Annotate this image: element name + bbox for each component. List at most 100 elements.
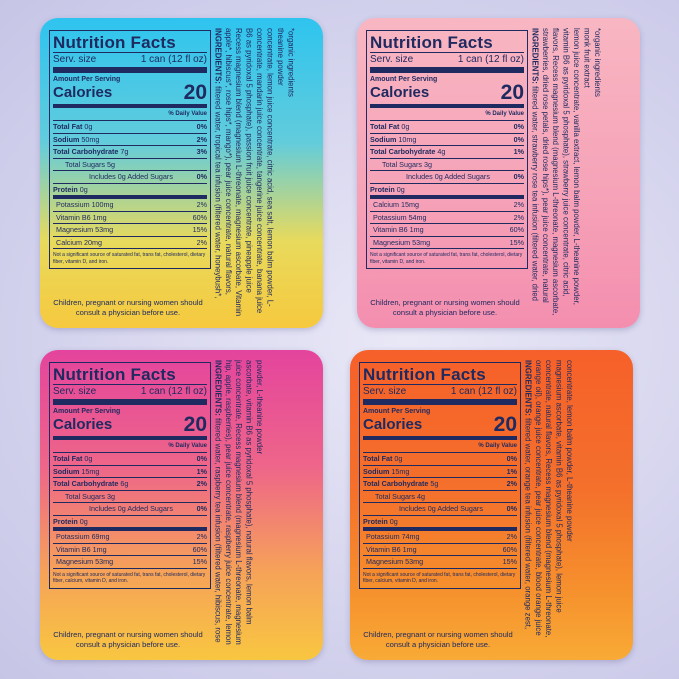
nutrient-amount: 69mg: [91, 532, 110, 541]
nutrient-name: Protein: [363, 516, 388, 526]
nutrient-amount: 53mg: [405, 557, 424, 566]
nutrition-title: Nutrition Facts: [53, 33, 176, 52]
serving-label: Serv. size: [53, 54, 97, 65]
nutrient-name: Magnesium: [56, 557, 94, 566]
ingredients: INGREDIENTS: filtered water, strawberry …: [529, 28, 633, 320]
serving-size: 1 can (12 fl oz): [457, 54, 524, 65]
nutrient-row: Magnesium 53mg 15%: [53, 556, 207, 569]
nutrient-name: Sodium: [53, 134, 80, 144]
ingredients-list: filtered water, orange tea infusion (fil…: [523, 360, 575, 638]
daily-value: 2%: [196, 237, 207, 247]
serving-row: Serv. size 1 can (12 fl oz): [53, 384, 207, 405]
nutrient-name: Vitamin B6: [366, 544, 401, 554]
nutrient-amount: 4g: [437, 147, 446, 156]
nutrient-name: Calcium: [56, 237, 82, 247]
ingredients: INGREDIENTS: filtered water, tropical te…: [212, 28, 316, 320]
nutrient-row: Total Sugars 3g: [370, 159, 524, 171]
label-card: Nutrition Facts Serv. size 1 can (12 fl oz…: [40, 350, 323, 660]
daily-value: 0%: [506, 504, 517, 513]
amount-per-serving: Amount Per Serving: [53, 76, 121, 83]
nutrient-row: Vitamin B6 1mg 60%: [53, 544, 207, 556]
warning: Children, pregnant or nursing women shou…: [363, 630, 513, 649]
ingredients-text: INGREDIENTS: filtered water, tropical te…: [212, 28, 285, 320]
nutrient-row: Total Fat 0g 0%: [370, 121, 524, 134]
calories-value: 20: [183, 413, 207, 436]
nutrient-row: Total Sugars 3g: [53, 491, 207, 503]
nutrient-amount: 0g: [79, 516, 88, 526]
nutrition-panel: Nutrition Facts Serv. size 1 can (12 fl oz…: [359, 362, 521, 589]
nutrient-name: Magnesium: [366, 557, 404, 566]
daily-value: 0%: [196, 504, 207, 513]
daily-value: 0%: [513, 134, 524, 144]
organic-note: *organic ingredients: [286, 28, 296, 97]
nutrient-amount: 1mg: [409, 225, 424, 234]
serving-size: 1 can (12 fl oz): [450, 386, 517, 397]
nutrient-amount: 7g: [120, 147, 129, 156]
daily-value: 2%: [196, 532, 207, 541]
nutrient-row: Calcium 15mg 2%: [370, 199, 524, 212]
ingredients-list: filtered water, tropical tea infusion (f…: [213, 28, 285, 317]
daily-value-header: % Daily Value: [363, 440, 517, 453]
serving-label: Serv. size: [370, 54, 414, 65]
nutrient-name: Potassium: [56, 200, 90, 209]
nutrient-row: Protein 0g: [370, 184, 524, 199]
nutrient-amount: 0g: [396, 184, 405, 194]
nutrient-row: Total Sugars 4g: [363, 491, 517, 503]
nutrient-row: Includes 0g Added Sugars 0%: [53, 171, 207, 184]
nutrient-amount: 4g: [416, 491, 425, 501]
serving-label: Serv. size: [363, 386, 407, 397]
nutrient-amount: 15mg: [391, 466, 410, 476]
calories-row: Calories 20: [53, 413, 207, 440]
nutrient-name: Total Sugars: [65, 159, 105, 169]
daily-value: 2%: [506, 479, 517, 488]
nutrient-name: Vitamin B6: [373, 225, 408, 234]
daily-value: 2%: [196, 134, 207, 144]
nutrient-amount: 1mg: [92, 212, 107, 222]
ingredients-text: INGREDIENTS: filtered water, raspberry t…: [212, 360, 264, 652]
footnote: Not a significant source of saturated fa…: [363, 571, 516, 585]
nutrient-name: Total Fat: [370, 122, 400, 131]
nutrient-amount: 5g: [106, 159, 115, 169]
nutrient-row: Includes 0g Added Sugars 0%: [370, 171, 524, 184]
nutrient-row: Magnesium 53mg 15%: [370, 237, 524, 249]
nutrient-amount: 1mg: [92, 544, 107, 554]
nutrient-row: Total Fat 0g 0%: [363, 453, 517, 466]
nutrient-amount: 0g: [84, 454, 93, 463]
organic-note: *organic ingredients: [592, 28, 602, 97]
nutrient-name: Protein: [370, 184, 395, 194]
daily-value: 2%: [196, 479, 207, 488]
nutrient-amount: 53mg: [412, 237, 431, 247]
nutrient-row: Vitamin B6 1mg 60%: [53, 212, 207, 224]
calories-label: Calories: [370, 84, 430, 101]
nutrient-amount: 1mg: [402, 544, 417, 554]
calories-row: Calories 20: [363, 414, 517, 440]
nutrient-name: Total Carbohydrate: [53, 147, 119, 156]
nutrient-row: Total Fat 0g 0%: [53, 453, 207, 466]
nutrient-row: Protein 0g: [53, 184, 207, 199]
daily-value: 2%: [513, 200, 524, 209]
nutrient-name: Includes 0g Added Sugars: [406, 172, 490, 181]
nutrient-row: Potassium 74mg 2%: [363, 531, 517, 544]
nutrient-row: Total Fat 0g 0%: [53, 121, 207, 134]
nutrient-amount: 0g: [79, 184, 88, 194]
footnote: Not a significant source of saturated fa…: [53, 571, 206, 585]
nutrient-name: Magnesium: [373, 237, 411, 247]
calories-row: Calories 20: [53, 82, 207, 108]
nutrition-title: Nutrition Facts: [53, 365, 176, 384]
nutrient-row: Includes 0g Added Sugars 0%: [53, 503, 207, 516]
nutrient-name: Potassium: [366, 532, 400, 541]
nutrient-name: Total Sugars: [382, 159, 422, 169]
daily-value-header: % Daily Value: [53, 108, 207, 121]
nutrient-row: Magnesium 53mg 15%: [53, 224, 207, 237]
nutrient-row: Magnesium 53mg 15%: [363, 556, 517, 569]
nutrient-name: Calcium: [373, 200, 399, 209]
nutrient-amount: 0g: [394, 454, 403, 463]
daily-value: 15%: [192, 557, 207, 566]
nutrient-amount: 15mg: [81, 466, 100, 476]
nutrient-amount: 54mg: [408, 212, 427, 222]
nutrition-panel: Nutrition Facts Serv. size 1 can (12 fl oz…: [49, 362, 211, 589]
calories-label: Calories: [53, 416, 113, 433]
nutrient-row: Total Carbohydrate 7g 3%: [53, 146, 207, 159]
ingredients-text: INGREDIENTS: filtered water, orange tea …: [522, 360, 574, 652]
nutrient-amount: 3g: [423, 159, 432, 169]
